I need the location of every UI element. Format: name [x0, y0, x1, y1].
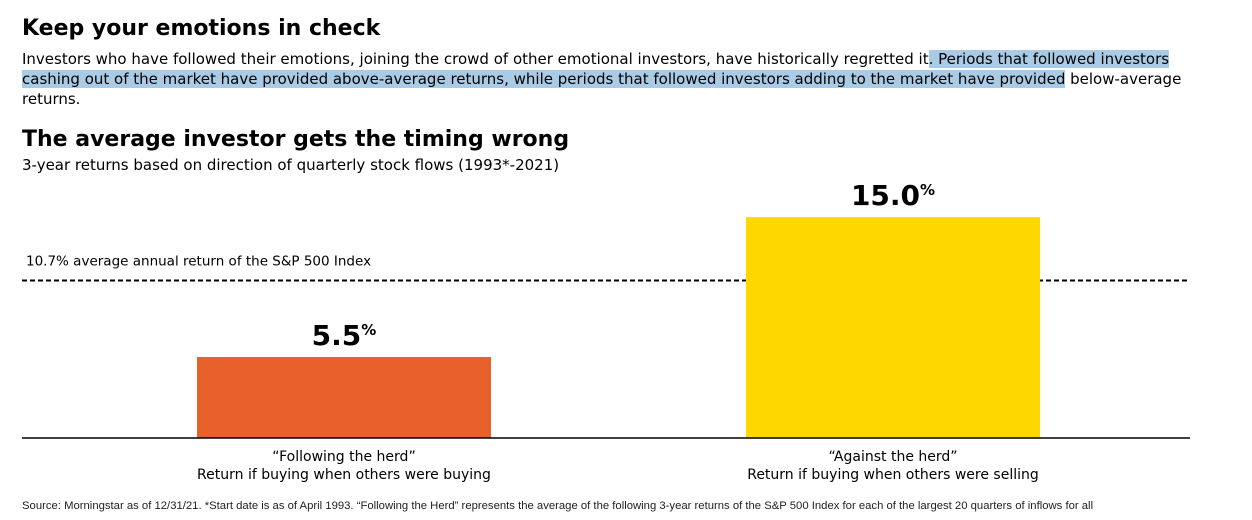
category-label: “Following the herd” [272, 449, 415, 465]
chart-title: The average investor gets the timing wro… [22, 127, 570, 152]
category-sublabel: Return if buying when others were buying [197, 467, 491, 483]
bar-chart: 10.7% average annual return of the S&P 5… [22, 179, 1190, 483]
intro-text-tail: below-average returns. [22, 70, 1182, 108]
category-sublabel: Return if buying when others were sellin… [747, 467, 1039, 483]
reference-line-label: 10.7% average annual return of the S&P 5… [26, 253, 371, 269]
bar-value-label: 15.0% [851, 179, 935, 212]
section-title: Keep your emotions in check [22, 16, 381, 41]
bar-value-unit: % [920, 181, 935, 199]
bar-value-unit: % [361, 321, 376, 339]
intro-paragraph: Investors who have followed their emotio… [22, 49, 1212, 109]
chart-subtitle: 3-year returns based on direction of qua… [22, 156, 560, 174]
bar-value-label: 5.5% [312, 319, 377, 352]
bar [197, 357, 491, 438]
bar-value-number: 15.0 [851, 179, 920, 212]
category-label: “Against the herd” [828, 449, 957, 465]
bar-value-number: 5.5 [312, 319, 362, 352]
intro-text: Investors who have followed their emotio… [22, 50, 929, 68]
bar [746, 217, 1040, 438]
source-note: Source: Morningstar as of 12/31/21. *Sta… [22, 500, 1094, 512]
